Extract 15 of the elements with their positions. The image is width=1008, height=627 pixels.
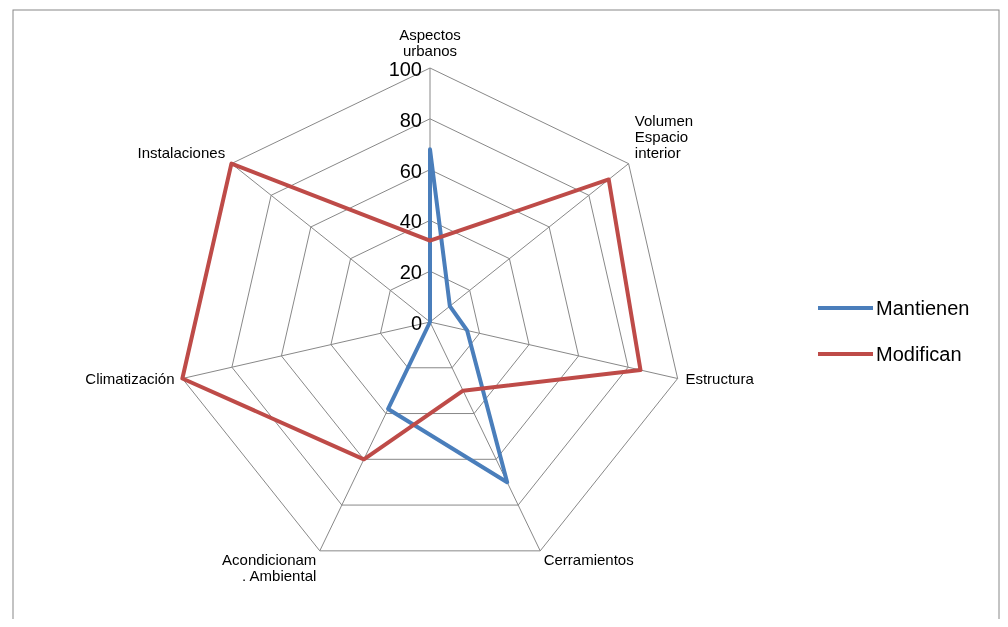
y-tick-label: 40 xyxy=(399,210,422,233)
y-tick-label: 20 xyxy=(399,261,422,284)
legend-label: Mantienen xyxy=(876,297,970,319)
legend-label: Modifican xyxy=(876,343,962,365)
y-tick-label: 60 xyxy=(399,159,422,182)
spoke-label: Cerramientos xyxy=(543,550,634,568)
spoke-label: Climatización xyxy=(85,369,175,387)
spoke-label: Volumen Espacio interior xyxy=(634,111,694,161)
y-tick-label: 100 xyxy=(388,58,422,80)
y-tick-label: 0 xyxy=(410,312,422,334)
spoke-label: Aspectos urbanos xyxy=(399,26,461,59)
spoke-label: Estructura xyxy=(685,369,755,387)
y-tick-label: 80 xyxy=(399,108,422,131)
spoke-label: Acondicionam . Ambiental xyxy=(222,550,317,584)
spoke-label: Instalaciones xyxy=(137,143,226,161)
